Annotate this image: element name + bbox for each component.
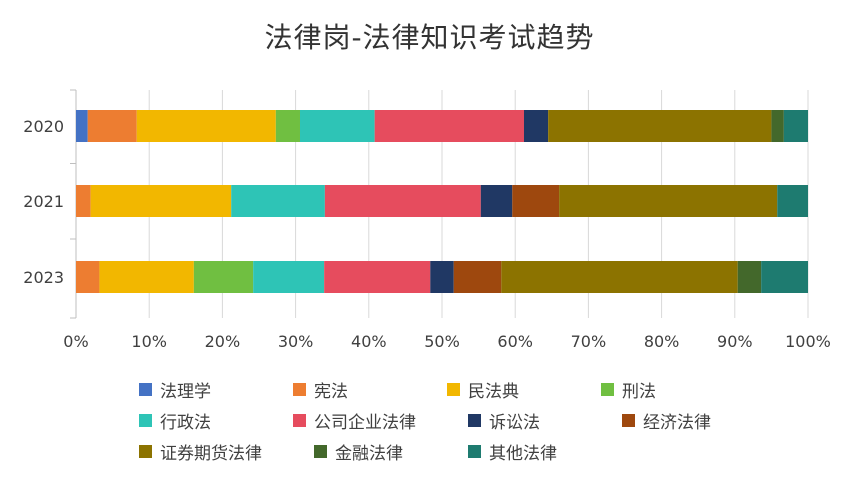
y-tick-label: 2020 — [23, 117, 64, 136]
legend-item: 诉讼法 — [468, 408, 622, 433]
bar-segment — [480, 185, 513, 217]
legend-label: 行政法 — [160, 413, 211, 433]
bar-segment — [231, 185, 325, 217]
bar-segment — [559, 185, 778, 217]
bar-segment — [761, 261, 808, 293]
bar-segment — [76, 185, 91, 217]
legend-label: 经济法律 — [643, 413, 711, 433]
bar-segment — [548, 110, 772, 142]
legend-swatch — [314, 445, 327, 458]
legend-swatch — [139, 414, 152, 427]
bar-segment — [99, 261, 194, 293]
bar-segment — [324, 185, 481, 217]
legend-item: 金融法律 — [314, 439, 468, 464]
legend-label: 诉讼法 — [489, 413, 540, 433]
bar-segment — [87, 110, 137, 142]
bar-segment — [523, 110, 549, 142]
legend-item: 宪法 — [293, 377, 447, 402]
legend-item: 经济法律 — [622, 408, 776, 433]
legend-label: 其他法律 — [489, 444, 557, 464]
legend-swatch — [139, 445, 152, 458]
legend-label: 证券期货法律 — [160, 444, 262, 464]
legend-label: 公司企业法律 — [314, 413, 416, 433]
x-tick-label: 100% — [785, 332, 831, 351]
x-tick-label: 90% — [717, 332, 753, 351]
bar-segment — [76, 110, 88, 142]
legend-label: 民法典 — [468, 382, 519, 402]
bar-segment — [324, 261, 431, 293]
legend-swatch — [139, 383, 152, 396]
legend-item: 法理学 — [139, 377, 293, 402]
legend-swatch — [468, 414, 481, 427]
legend-item: 公司企业法律 — [293, 408, 468, 433]
x-tick-label: 60% — [497, 332, 533, 351]
bar-segment — [512, 185, 560, 217]
x-tick-label: 20% — [205, 332, 241, 351]
legend-swatch — [622, 414, 635, 427]
x-tick-label: 30% — [278, 332, 314, 351]
bar-segment — [737, 261, 762, 293]
legend-swatch — [293, 383, 306, 396]
legend-label: 宪法 — [314, 382, 348, 402]
bar-segment — [299, 110, 375, 142]
bar-segment — [453, 261, 502, 293]
x-tick-label: 70% — [571, 332, 607, 351]
legend-row: 法理学 宪法 民法典 刑法 — [139, 374, 779, 405]
legend-swatch — [293, 414, 306, 427]
y-tick-label: 2023 — [23, 268, 64, 287]
legend: 法理学 宪法 民法典 刑法行政法 公司企业法律 诉讼法 经济法律证券期货法律 金融法律 其他法律 — [139, 374, 779, 467]
bar-segment — [501, 261, 738, 293]
bar-segment — [90, 185, 232, 217]
x-tick-label: 80% — [644, 332, 680, 351]
x-tick-label: 10% — [131, 332, 167, 351]
legend-item: 刑法 — [601, 377, 755, 402]
bar-segment — [430, 261, 454, 293]
legend-row: 证券期货法律 金融法律 其他法律 — [139, 436, 779, 467]
legend-swatch — [447, 383, 460, 396]
x-tick-label: 40% — [351, 332, 387, 351]
bar-segment — [76, 261, 100, 293]
legend-label: 法理学 — [160, 382, 211, 402]
bar-segment — [136, 110, 276, 142]
bar-segment — [193, 261, 254, 293]
legend-label: 刑法 — [622, 382, 656, 402]
legend-item: 民法典 — [447, 377, 601, 402]
legend-row: 行政法 公司企业法律 诉讼法 经济法律 — [139, 405, 779, 436]
legend-swatch — [601, 383, 614, 396]
legend-item: 证券期货法律 — [139, 439, 314, 464]
bar-segment — [777, 185, 808, 217]
legend-label: 金融法律 — [335, 444, 403, 464]
chart-title: 法律岗-法律知识考试趋势 — [264, 21, 595, 54]
bar-segment — [374, 110, 524, 142]
legend-item: 行政法 — [139, 408, 293, 433]
bar-segment — [771, 110, 784, 142]
legend-swatch — [468, 445, 481, 458]
y-tick-label: 2021 — [23, 192, 64, 211]
x-tick-label: 0% — [63, 332, 88, 351]
x-tick-label: 50% — [424, 332, 460, 351]
legend-item: 其他法律 — [468, 439, 622, 464]
bar-segment — [275, 110, 300, 142]
bar-segment — [783, 110, 808, 142]
bar-segment — [253, 261, 325, 293]
